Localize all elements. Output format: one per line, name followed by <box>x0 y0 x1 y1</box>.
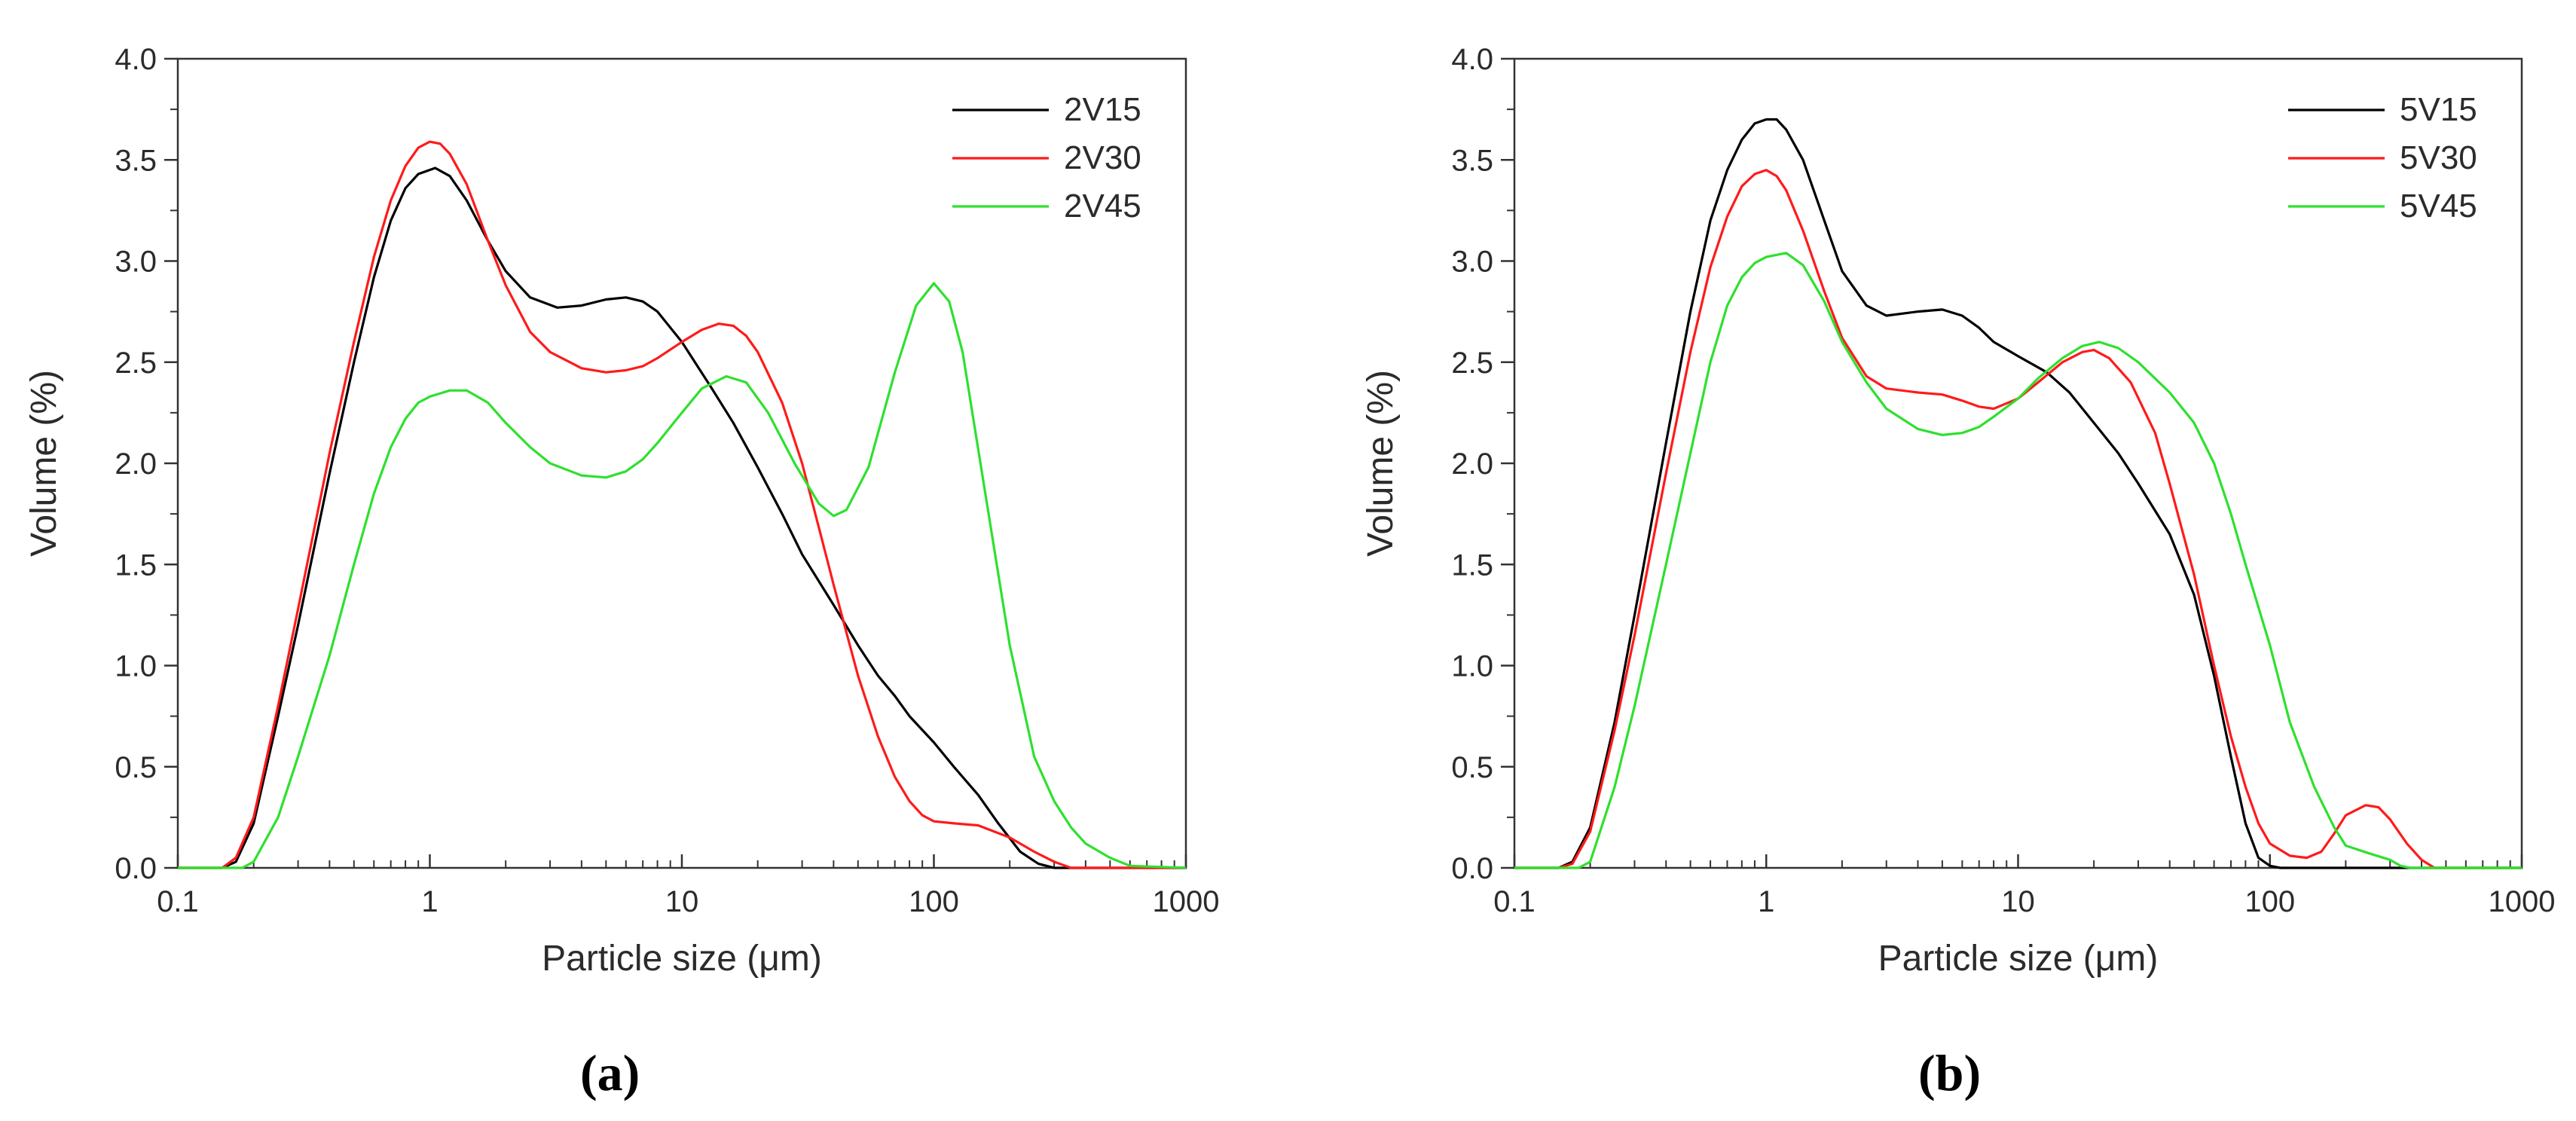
x-tick-label: 0.1 <box>157 885 199 918</box>
y-tick-label: 3.5 <box>1451 144 1493 177</box>
legend-label-2V30: 2V30 <box>1064 139 1141 176</box>
y-tick-label: 0.5 <box>1451 751 1493 784</box>
x-tick-label: 100 <box>909 885 959 918</box>
x-tick-label: 10 <box>2001 885 2035 918</box>
y-tick-label: 4.0 <box>115 43 157 76</box>
y-tick-label: 1.5 <box>115 548 157 582</box>
y-tick-label: 3.5 <box>115 144 157 177</box>
x-tick-label: 0.1 <box>1493 885 1536 918</box>
panel-label-b: (b) <box>1918 1044 1982 1101</box>
y-tick-label: 3.0 <box>1451 246 1493 279</box>
chart-panel-a: 0.1 1 10 100 1000 0.0 0.5 1.0 1.5 2.0 2.5 3.0 3.5 4.0… <box>24 43 1219 979</box>
y-tick-label: 0.5 <box>115 751 157 784</box>
x-tick-label: 100 <box>2244 885 2295 918</box>
x-tick-label: 10 <box>665 885 699 918</box>
y-axis-label: Volume (%) <box>1361 370 1401 557</box>
x-tick-label: 1 <box>421 885 438 918</box>
y-axis-label: Volume (%) <box>24 370 64 557</box>
panel-label-a: (a) <box>580 1044 640 1101</box>
y-tick-label: 1.5 <box>1451 548 1493 582</box>
x-tick-label: 1000 <box>1153 885 1220 918</box>
y-tick-label: 2.0 <box>115 447 157 481</box>
legend-label-2V45: 2V45 <box>1064 188 1141 225</box>
y-tick-label: 1.0 <box>1451 650 1493 683</box>
y-tick-label: 3.0 <box>115 246 157 279</box>
y-tick-label: 0.0 <box>115 852 157 885</box>
y-tick-label: 4.0 <box>1451 43 1493 76</box>
plot-frame <box>1513 57 2523 869</box>
legend-label-5V30: 5V30 <box>2400 139 2477 176</box>
x-tick-label: 1 <box>1758 885 1774 918</box>
x-axis-label: Particle size (μm) <box>542 939 822 979</box>
y-tick-label: 2.5 <box>115 347 157 380</box>
y-tick-label: 2.0 <box>1451 447 1493 481</box>
x-tick-label: 1000 <box>2489 885 2556 918</box>
legend-label-5V15: 5V15 <box>2400 91 2477 128</box>
plot-frame <box>176 57 1187 869</box>
y-tick-label: 1.0 <box>115 650 157 683</box>
y-tick-label: 0.0 <box>1451 852 1493 885</box>
series-line-2V30 <box>178 140 1186 869</box>
y-tick-label: 2.5 <box>1451 347 1493 380</box>
series-line-2V45 <box>178 282 1187 869</box>
legend-label-5V45: 5V45 <box>2400 188 2477 225</box>
series-line-2V15 <box>178 166 1186 869</box>
legend-label-2V15: 2V15 <box>1064 91 1141 128</box>
series-line-5V30 <box>1514 169 2522 869</box>
x-axis-label: Particle size (μm) <box>1878 939 2159 979</box>
series-line-5V45 <box>1514 252 2522 869</box>
chart-panel-b: 0.1 1 10 100 1000 0.0 0.5 1.0 1.5 2.0 2.5 3.0 3.5 4.0… <box>1361 43 2555 979</box>
series-line-5V15 <box>1514 118 2522 869</box>
